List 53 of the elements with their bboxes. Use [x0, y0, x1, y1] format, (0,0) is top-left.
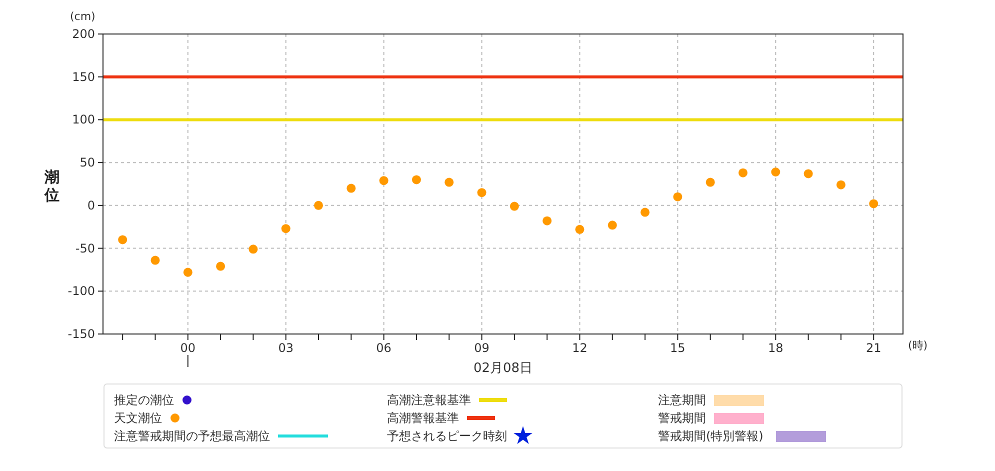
x-tick-label: 21 [866, 341, 882, 355]
point [771, 168, 780, 176]
text: (cm) [70, 10, 96, 23]
legend-label: 高潮注意報基準 [387, 393, 471, 407]
x-tick-label: 09 [474, 341, 490, 355]
text: (時) [908, 339, 928, 352]
text: 注意期間 [658, 393, 706, 407]
y-tick-label: 200 [72, 27, 95, 41]
point [673, 192, 682, 202]
point [836, 180, 846, 190]
x-tick-label: 03 [278, 341, 294, 355]
point [183, 268, 192, 277]
point [314, 200, 324, 210]
point [379, 176, 388, 186]
x-tick-label: 00 [180, 341, 196, 355]
x-tick-label: 15 [670, 341, 686, 355]
x-tick-label: 12 [572, 341, 588, 355]
legend-label: 高潮警報基準 [387, 411, 459, 425]
point [118, 235, 128, 244]
point [804, 169, 813, 178]
legend-label: 天文潮位 [114, 411, 162, 425]
y-axis-title: 潮位 [44, 168, 60, 204]
x-tick-label: 06 [376, 341, 392, 355]
point [542, 216, 552, 226]
y-tick-label: -100 [68, 284, 95, 298]
point [608, 220, 617, 230]
point [216, 262, 226, 271]
point [575, 224, 584, 234]
point [738, 168, 748, 178]
point [248, 244, 258, 254]
text: 警戒期間(特別警報) [658, 429, 764, 443]
point [444, 178, 454, 187]
point [706, 178, 715, 187]
text: 予想されるピーク時刻 [387, 429, 507, 443]
point [510, 202, 519, 211]
point [412, 175, 421, 184]
y-tick-label: 150 [72, 70, 95, 84]
point [281, 224, 290, 234]
point [150, 256, 160, 265]
text: 推定の潮位 [114, 393, 174, 407]
y-tick-label: 0 [87, 198, 95, 212]
y-tick-label: -150 [68, 327, 95, 341]
y-tick-label: 100 [72, 112, 95, 127]
point [346, 184, 356, 193]
x-axis-title: 02月08日 [473, 361, 533, 376]
point [869, 199, 878, 208]
y-tick-label: -50 [75, 241, 95, 256]
x-tick-label: 18 [768, 341, 784, 355]
point [640, 208, 650, 217]
point [477, 188, 486, 198]
text: 注意警戒期間の予想最高潮位 [114, 429, 270, 443]
text: 警戒期間 [658, 411, 706, 425]
y-tick-label: 50 [80, 156, 95, 170]
